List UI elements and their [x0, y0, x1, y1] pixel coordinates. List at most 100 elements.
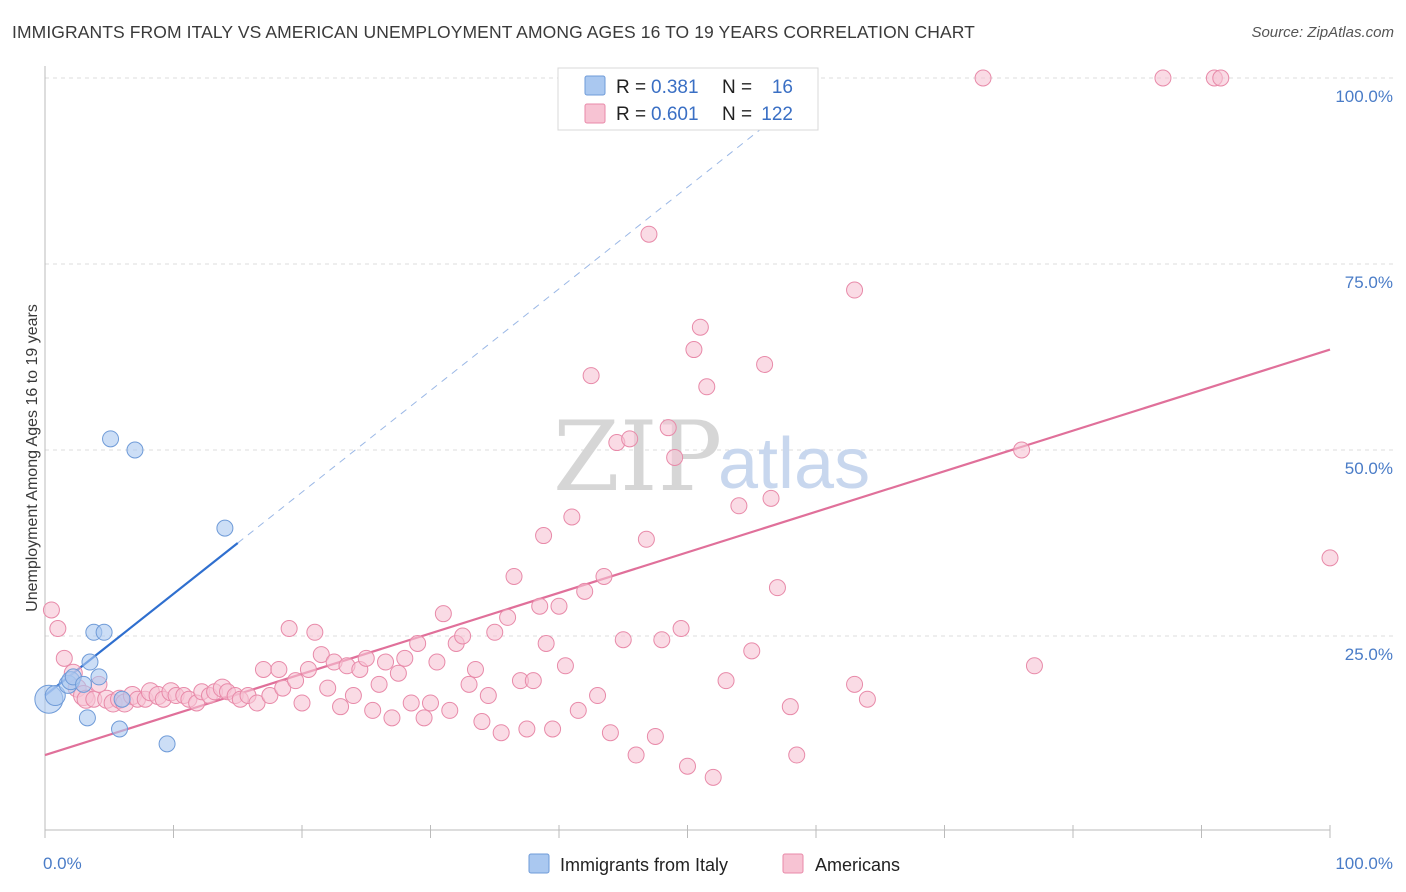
- trend-line-italy-extension: [237, 85, 817, 544]
- point-americans-69: [486, 623, 504, 641]
- point-americans-94: [640, 225, 658, 243]
- legend-r-value-americans: 0.601: [651, 104, 699, 125]
- point-americans-112: [788, 746, 806, 764]
- x-tick-label-min: 0.0%: [43, 854, 82, 873]
- point-americans-74: [518, 720, 536, 738]
- point-americans-45: [332, 698, 350, 716]
- axis-layer: 25.0% 50.0% 75.0% 100.0% 0.0% 100.0%: [43, 66, 1393, 873]
- point-americans-68: [479, 687, 497, 705]
- point-americans-115: [858, 690, 876, 708]
- point-americans-42: [312, 646, 330, 664]
- point-italy-12: [126, 441, 144, 459]
- series-legend: Immigrants from Italy Americans: [528, 853, 900, 875]
- point-americans-78: [537, 634, 555, 652]
- point-americans-84: [576, 582, 594, 600]
- point-americans-57: [409, 634, 427, 652]
- point-americans-2: [55, 649, 73, 667]
- point-italy-10: [95, 623, 113, 641]
- point-americans-101: [685, 341, 703, 359]
- point-americans-79: [544, 720, 562, 738]
- point-americans-81: [556, 657, 574, 675]
- point-italy-7: [78, 709, 96, 727]
- point-americans-110: [768, 579, 786, 597]
- y-tick-label-1: 50.0%: [1345, 459, 1393, 478]
- point-americans-105: [717, 672, 735, 690]
- point-americans-77: [535, 527, 553, 545]
- point-americans-95: [646, 727, 664, 745]
- point-italy-16: [216, 519, 234, 537]
- point-americans-76: [531, 597, 549, 615]
- point-americans-83: [569, 701, 587, 719]
- legend-swatch-italy: [584, 75, 606, 96]
- point-italy-11: [102, 430, 120, 448]
- point-americans-55: [396, 649, 414, 667]
- point-americans-54: [389, 664, 407, 682]
- legend-n-label-americans: N =: [722, 104, 752, 125]
- point-americans-91: [621, 430, 639, 448]
- point-americans-107: [743, 642, 761, 660]
- point-italy-13: [113, 690, 131, 708]
- bottom-legend-swatch-americans: [782, 853, 804, 874]
- point-americans-80: [550, 597, 568, 615]
- point-americans-36: [274, 679, 292, 697]
- point-americans-99: [672, 620, 690, 638]
- point-americans-49: [357, 649, 375, 667]
- point-americans-85: [582, 367, 600, 385]
- point-italy-14: [111, 720, 129, 738]
- legend-r-label-americans: R =: [616, 104, 646, 125]
- point-americans-96: [653, 631, 671, 649]
- point-italy-1: [44, 685, 66, 707]
- point-americans-1: [49, 620, 67, 638]
- point-americans-66: [466, 660, 484, 678]
- point-italy-8: [90, 668, 108, 686]
- point-americans-114: [846, 675, 864, 693]
- point-americans-116: [974, 69, 992, 87]
- legend-r-label-italy: R =: [616, 77, 646, 98]
- point-americans-97: [659, 419, 677, 437]
- point-americans-93: [637, 530, 655, 548]
- point-americans-33: [254, 660, 272, 678]
- point-americans-43: [319, 679, 337, 697]
- point-americans-41: [306, 623, 324, 641]
- point-americans-72: [505, 567, 523, 585]
- y-tick-label-0: 25.0%: [1345, 645, 1393, 664]
- point-italy-5: [75, 675, 93, 693]
- point-italy-6: [81, 653, 99, 671]
- point-americans-92: [627, 746, 645, 764]
- point-americans-34: [261, 687, 279, 705]
- point-americans-32: [248, 694, 266, 712]
- point-americans-86: [589, 687, 607, 705]
- point-americans-65: [460, 675, 478, 693]
- point-americans-51: [370, 675, 388, 693]
- point-americans-40: [299, 660, 317, 678]
- point-americans-111: [781, 698, 799, 716]
- y-tick-label-2: 75.0%: [1345, 273, 1393, 292]
- point-americans-0: [42, 601, 60, 619]
- point-americans-106: [730, 497, 748, 515]
- point-americans-103: [698, 378, 716, 396]
- point-americans-109: [762, 489, 780, 507]
- y-tick-label-3: 100.0%: [1335, 87, 1393, 106]
- point-americans-37: [280, 620, 298, 638]
- point-americans-119: [1154, 69, 1172, 87]
- legend-n-value-americans: 122: [761, 104, 793, 125]
- point-americans-61: [434, 605, 452, 623]
- point-americans-64: [454, 627, 472, 645]
- point-americans-60: [428, 653, 446, 671]
- point-americans-90: [614, 631, 632, 649]
- legend-n-value-italy: 16: [772, 77, 793, 98]
- point-americans-62: [441, 701, 459, 719]
- watermark-atlas: atlas: [718, 424, 870, 504]
- chart-title: IMMIGRANTS FROM ITALY VS AMERICAN UNEMPL…: [12, 22, 975, 42]
- point-americans-53: [383, 709, 401, 727]
- point-americans-121: [1212, 69, 1230, 87]
- bottom-legend-swatch-italy: [528, 853, 550, 874]
- point-americans-56: [402, 694, 420, 712]
- point-italy-15: [158, 735, 176, 753]
- points-layer: [34, 69, 1339, 786]
- correlation-legend: R = 0.381 N = 16 R = 0.601 N = 122: [557, 67, 819, 131]
- watermark-zip: ZIP: [553, 401, 722, 513]
- legend-n-label-italy: N =: [722, 77, 752, 98]
- point-americans-98: [666, 448, 684, 466]
